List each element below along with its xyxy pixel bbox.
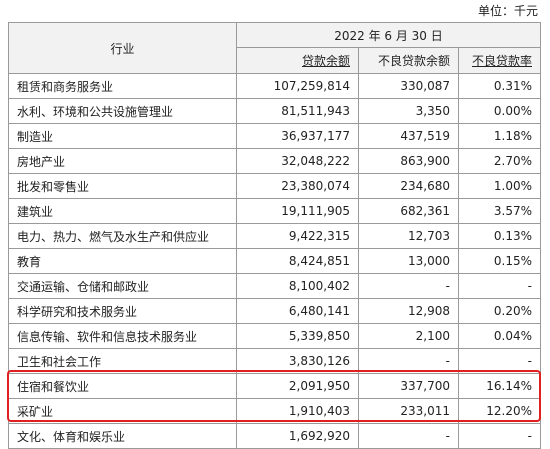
- table-cell: 337,700: [358, 373, 459, 399]
- header-cell: 不良贷款余额: [358, 47, 459, 74]
- table-cell: 19,111,905: [236, 198, 359, 224]
- table-row: 批发和零售业 23,380,074 234,680 1.00%: [8, 173, 541, 199]
- table-cell: -: [458, 348, 541, 374]
- table-cell: 1,692,920: [236, 423, 359, 449]
- table-cell: 81,511,943: [236, 98, 359, 124]
- table-cell: 电力、热力、燃气及水生产和供应业: [8, 223, 237, 249]
- table-cell: 交通运输、仓储和邮政业: [8, 273, 237, 299]
- table-cell: 0.00%: [458, 98, 541, 124]
- table-cell: 2.70%: [458, 148, 541, 174]
- table-cell: 12.20%: [458, 398, 541, 424]
- table-body: 租赁和商务服务业 107,259,814 330,087 0.31% 水利、环境和公共设…: [8, 73, 541, 449]
- table-cell: 234,680: [358, 173, 459, 199]
- header-cell: 贷款余额: [236, 47, 359, 74]
- table-row: 制造业 36,937,177 437,519 1.18%: [8, 123, 541, 149]
- table-cell: -: [458, 423, 541, 449]
- table-cell: 32,048,222: [236, 148, 359, 174]
- table-cell: 教育: [8, 248, 237, 274]
- table-cell: 437,519: [358, 123, 459, 149]
- table-row: 住宿和餐饮业 2,091,950 337,700 16.14%: [8, 373, 541, 399]
- table-cell: 建筑业: [8, 198, 237, 224]
- table-cell: 1.18%: [458, 123, 541, 149]
- table-cell: -: [358, 423, 459, 449]
- table-cell: 36,937,177: [236, 123, 359, 149]
- unit-label: 单位：千元: [477, 4, 538, 18]
- table-row: 建筑业 19,111,905 682,361 3.57%: [8, 198, 541, 224]
- table-cell: 0.31%: [458, 73, 541, 99]
- table-row: 水利、环境和公共设施管理业 81,511,943 3,350 0.00%: [8, 98, 541, 124]
- table-cell: 0.15%: [458, 248, 541, 274]
- table-cell: 863,900: [358, 148, 459, 174]
- table-cell: 5,339,850: [236, 323, 359, 349]
- table-cell: 3.57%: [458, 198, 541, 224]
- table-row: 科学研究和技术服务业 6,480,141 12,908 0.20%: [8, 298, 541, 324]
- table-row: 房地产业 32,048,222 863,900 2.70%: [8, 148, 541, 174]
- table-cell: 8,424,851: [236, 248, 359, 274]
- table-cell: 233,011: [358, 398, 459, 424]
- table-cell: 12,908: [358, 298, 459, 324]
- table-cell: -: [458, 273, 541, 299]
- table-cell: 13,000: [358, 248, 459, 274]
- table-cell: 批发和零售业: [8, 173, 237, 199]
- table-cell: 住宿和餐饮业: [8, 373, 237, 399]
- table-cell: 制造业: [8, 123, 237, 149]
- table-cell: 9,422,315: [236, 223, 359, 249]
- table-row: 信息传输、软件和信息技术服务业 5,339,850 2,100 0.04%: [8, 323, 541, 349]
- header-cell: 不良贷款率: [458, 47, 541, 74]
- table-cell: 107,259,814: [236, 73, 359, 99]
- table-cell: 0.20%: [458, 298, 541, 324]
- table-row: 交通运输、仓储和邮政业 8,100,402- -: [8, 273, 541, 299]
- table-cell: 房地产业: [8, 148, 237, 174]
- table-cell: 水利、环境和公共设施管理业: [8, 98, 237, 124]
- table-cell: 8,100,402: [236, 273, 359, 299]
- table-cell: 12,703: [358, 223, 459, 249]
- table-cell: -: [358, 273, 459, 299]
- table-cell: 2,100: [358, 323, 459, 349]
- table-cell: 6,480,141: [236, 298, 359, 324]
- table-cell: 文化、体育和娱乐业: [8, 423, 237, 449]
- table-cell: 2,091,950: [236, 373, 359, 399]
- header-cell: 2022 年 6 月 30 日: [236, 22, 541, 48]
- table-cell: 1.00%: [458, 173, 541, 199]
- table-cell: 682,361: [358, 198, 459, 224]
- table-row: 电力、热力、燃气及水生产和供应业 9,422,315 12,703 0.13%: [8, 223, 541, 249]
- highlight-box: [7, 370, 541, 422]
- table-cell: 科学研究和技术服务业: [8, 298, 237, 324]
- table-cell: 3,350: [358, 98, 459, 124]
- table-cell: 0.04%: [458, 323, 541, 349]
- header-cell: 行业: [8, 22, 237, 74]
- table-cell: 信息传输、软件和信息技术服务业: [8, 323, 237, 349]
- table-row: 文化、体育和娱乐业 1,692,920- -: [8, 423, 541, 449]
- loan-table: 行业 2022 年 6 月 30 日 贷款余额 不良贷款余额 不良贷款率 租赁和…: [8, 22, 541, 449]
- table-row: 租赁和商务服务业 107,259,814 330,087 0.31%: [8, 73, 541, 99]
- table-cell: 0.13%: [458, 223, 541, 249]
- table-row: 教育 8,424,851 13,000 0.15%: [8, 248, 541, 274]
- table-cell: 租赁和商务服务业: [8, 73, 237, 99]
- table-cell: 23,380,074: [236, 173, 359, 199]
- table-cell: 330,087: [358, 73, 459, 99]
- table-cell: 卫生和社会工作: [8, 348, 237, 374]
